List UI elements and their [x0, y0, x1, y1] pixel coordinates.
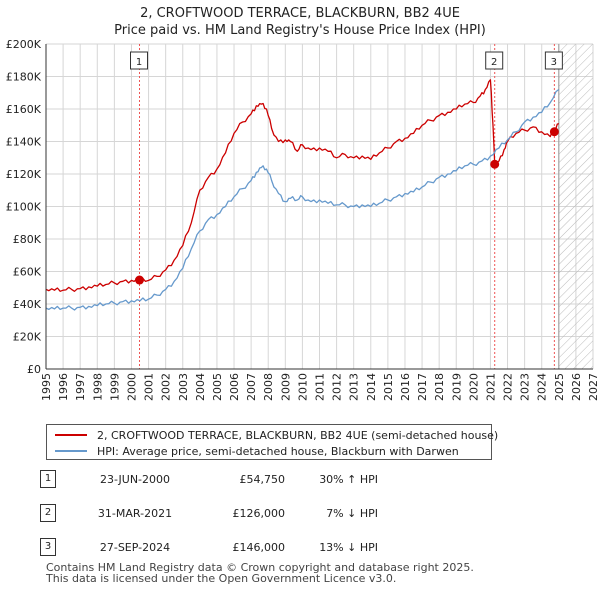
x-tick-label: 2025 — [553, 373, 566, 401]
sale-marker-label: 2 — [491, 57, 497, 68]
x-tick-label: 2014 — [365, 373, 378, 401]
x-tick-label: 2006 — [228, 373, 241, 401]
x-tick-label: 2000 — [125, 373, 138, 401]
price-chart: 1 2 3 £0 £20K £40K £60K £80K £100K £120K £140K £16… — [6, 38, 600, 401]
y-tick-label: £180K — [6, 71, 42, 84]
x-tick-label: 1999 — [108, 373, 121, 401]
legend-swatch-hpi — [55, 450, 87, 452]
x-tick-label: 2019 — [450, 373, 463, 401]
legend-label-property: 2, CROFTWOOD TERRACE, BLACKBURN, BB2 4UE… — [97, 428, 499, 442]
y-tick-label: £40K — [13, 298, 42, 311]
x-tick-label: 1997 — [74, 373, 87, 401]
x-tick-label: 2013 — [348, 373, 361, 401]
y-tick-label: £60K — [13, 266, 42, 279]
x-tick-label: 1998 — [91, 373, 104, 401]
table-row: 3 27-SEP-2024 £146,000 13% ↓ HPI — [40, 538, 460, 558]
sale-point — [549, 127, 559, 137]
table-row: 2 31-MAR-2021 £126,000 7% ↓ HPI — [40, 504, 460, 524]
x-tick-label: 2010 — [296, 373, 309, 401]
sale-marker-box — [544, 51, 563, 70]
y-tick-label: £120K — [6, 168, 42, 181]
sale-number-badge: 3 — [40, 538, 56, 556]
x-tick-label: 2027 — [587, 373, 600, 401]
sale-hpi-diff: 13% ↓ HPI — [319, 541, 378, 554]
x-tick-label: 2018 — [433, 373, 446, 401]
x-tick-label: 1996 — [57, 373, 70, 401]
x-tick-label: 2008 — [262, 373, 275, 401]
y-tick-label: £140K — [6, 136, 42, 149]
x-tick-label: 2026 — [570, 373, 583, 401]
legend-swatch-property — [55, 434, 87, 436]
x-tick-label: 2012 — [331, 373, 344, 401]
x-tick-label: 2005 — [211, 373, 224, 401]
y-tick-label: £20K — [13, 331, 42, 344]
y-tick-label: £200K — [6, 38, 42, 51]
forecast-hatch — [558, 44, 593, 369]
y-tick-label: £0 — [27, 363, 41, 376]
sale-marker-box — [485, 51, 504, 70]
sale-marker-label: 3 — [551, 57, 557, 68]
legend: 2, CROFTWOOD TERRACE, BLACKBURN, BB2 4UE… — [46, 424, 498, 460]
x-tick-label: 2024 — [536, 373, 549, 401]
legend-item-hpi: HPI: Average price, semi-detached house,… — [55, 443, 459, 459]
x-tick-label: 2022 — [502, 373, 515, 401]
sale-date: 23-JUN-2000 — [99, 473, 171, 486]
x-tick-label: 2004 — [194, 373, 207, 401]
sale-marker-box — [130, 51, 149, 70]
x-tick-label: 2007 — [245, 373, 258, 401]
x-tick-label: 1995 — [40, 373, 53, 401]
x-tick-label: 2016 — [399, 373, 412, 401]
x-tick-label: 2001 — [143, 373, 156, 401]
legend-item-property: 2, CROFTWOOD TERRACE, BLACKBURN, BB2 4UE… — [55, 427, 498, 443]
x-tick-label: 2002 — [160, 373, 173, 401]
x-tick-label: 2003 — [177, 373, 190, 401]
sale-number-badge: 1 — [40, 470, 56, 488]
sale-point — [490, 159, 500, 169]
sale-price: £54,750 — [239, 473, 286, 486]
x-tick-label: 2017 — [416, 373, 429, 401]
x-tick-label: 2015 — [382, 373, 395, 401]
sale-marker-label: 1 — [136, 57, 142, 68]
sale-price: £146,000 — [232, 541, 286, 554]
footer-attribution: Contains HM Land Registry data © Crown c… — [46, 562, 474, 584]
sale-hpi-diff: 30% ↑ HPI — [319, 473, 378, 486]
legend-label-hpi: HPI: Average price, semi-detached house,… — [97, 444, 459, 458]
sale-point — [135, 275, 145, 285]
hpi-line — [45, 88, 560, 311]
sale-hpi-diff: 7% ↓ HPI — [326, 507, 378, 520]
x-tick-label: 2011 — [314, 373, 327, 401]
x-tick-label: 2023 — [519, 373, 532, 401]
footer-line1: Contains HM Land Registry data © Crown c… — [46, 561, 474, 574]
sale-number-badge: 2 — [40, 504, 56, 522]
y-tick-label: £100K — [6, 201, 42, 214]
y-tick-label: £160K — [6, 103, 42, 116]
chart-title-line1: 2, CROFTWOOD TERRACE, BLACKBURN, BB2 4UE — [140, 6, 460, 21]
x-tick-label: 2009 — [279, 373, 292, 401]
sale-date: 31-MAR-2021 — [97, 507, 173, 520]
footer-line2: This data is licensed under the Open Gov… — [46, 572, 397, 585]
x-tick-label: 2020 — [467, 373, 480, 401]
sale-date: 27-SEP-2024 — [99, 541, 171, 554]
table-row: 1 23-JUN-2000 £54,750 30% ↑ HPI — [40, 470, 460, 490]
chart-title: 2, CROFTWOOD TERRACE, BLACKBURN, BB2 4UE… — [0, 5, 600, 39]
sale-price: £126,000 — [232, 507, 286, 520]
chart-title-line2: Price paid vs. HM Land Registry's House … — [114, 23, 486, 38]
y-tick-label: £80K — [13, 233, 42, 246]
x-tick-label: 2021 — [484, 373, 497, 401]
